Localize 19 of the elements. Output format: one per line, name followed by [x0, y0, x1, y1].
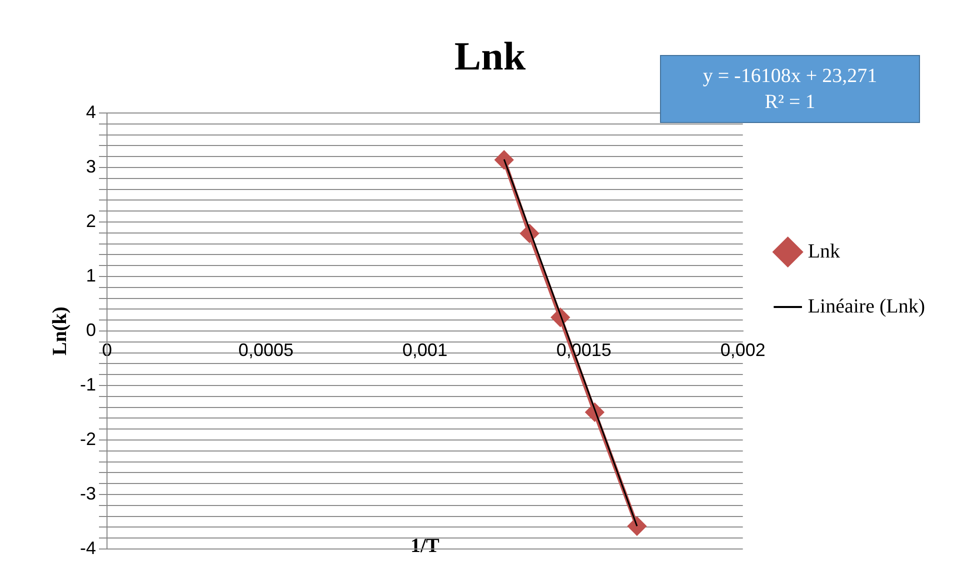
legend-label: Linéaire (Lnk) [808, 295, 926, 318]
point [628, 517, 646, 536]
x-tick-label: 0,0005 [238, 340, 294, 360]
y-tick-label: -3 [80, 483, 96, 504]
chart-title: Lnk [454, 33, 526, 78]
equation-box: y = -16108x + 23,271 R² = 1 [660, 55, 920, 123]
x-tick-label: 0,002 [720, 340, 766, 360]
y-axis-title: Ln(k) [49, 306, 72, 356]
y-tick-label: -1 [80, 374, 96, 394]
legend-label: Lnk [808, 240, 840, 262]
y-tick-label: 3 [86, 156, 96, 176]
y-tick-label: 0 [86, 320, 96, 340]
x-tick-label: 0,001 [402, 340, 448, 360]
y-tick-label: -2 [80, 428, 96, 449]
y-tick-label: 2 [86, 210, 96, 231]
y-tick-label: 1 [86, 265, 96, 286]
y-tick-label: -4 [80, 538, 96, 558]
point [495, 150, 514, 169]
y-tick-label: 4 [86, 102, 96, 122]
